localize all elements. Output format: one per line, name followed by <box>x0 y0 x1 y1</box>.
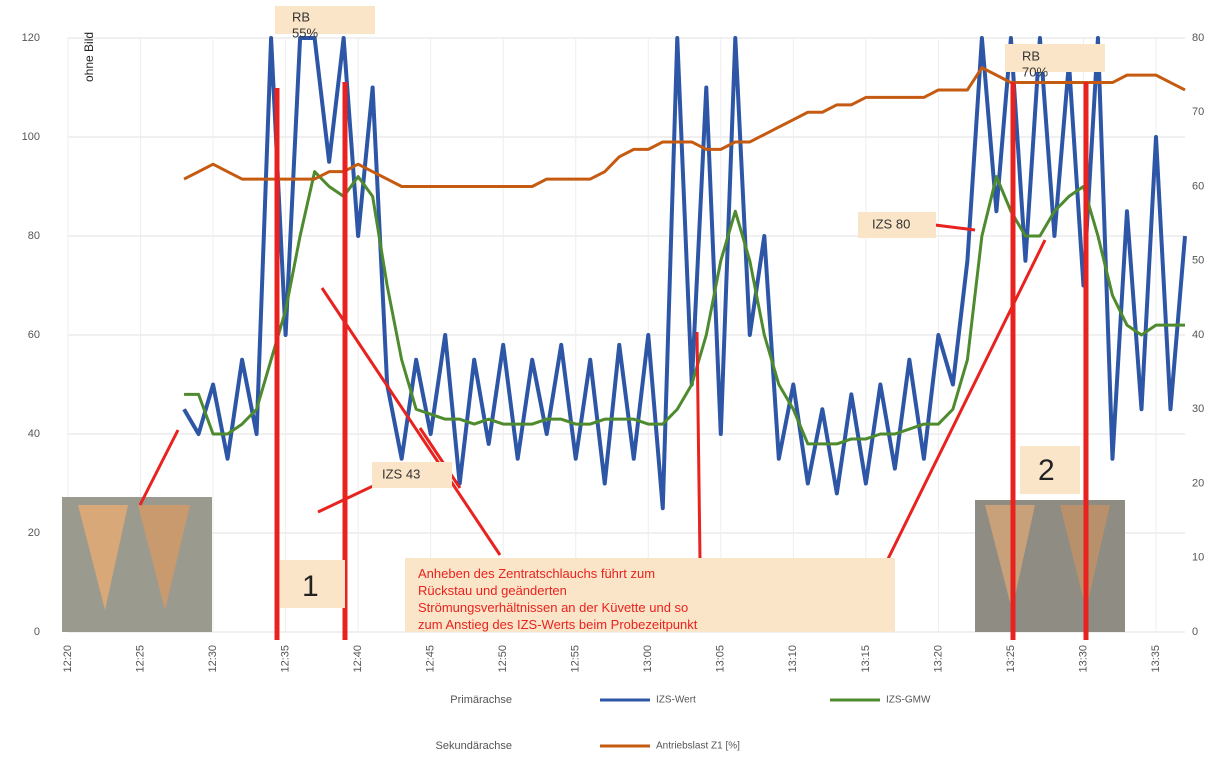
x-tick-label: 13:20 <box>932 645 944 673</box>
x-tick-label: 12:50 <box>497 645 509 673</box>
series-line <box>184 170 1185 446</box>
rb2-label: RB <box>1022 48 1040 63</box>
x-tick-label: 13:25 <box>1005 645 1017 673</box>
series-line <box>183 66 1186 188</box>
legend-group: Sekundärachse <box>436 740 512 752</box>
series-line <box>182 36 1187 511</box>
y-tick-label: 100 <box>22 131 40 143</box>
note-line: Rückstau und geänderten <box>418 583 567 598</box>
y-tick-label: 20 <box>28 527 40 539</box>
y-tick-label: 0 <box>34 626 40 638</box>
x-tick-label: 13:35 <box>1150 645 1162 673</box>
note-box <box>405 558 895 632</box>
x-tick-label: 12:20 <box>62 645 74 673</box>
rb1-box <box>275 6 375 34</box>
izs80-box <box>858 212 936 238</box>
y2-tick-label: 80 <box>1192 32 1204 44</box>
izs43-label: IZS 43 <box>382 466 420 481</box>
y2-tick-label: 10 <box>1192 552 1204 564</box>
rb1-label: RB <box>292 9 310 24</box>
photo-left <box>62 497 212 632</box>
x-tick-label: 12:30 <box>207 645 219 673</box>
x-tick-label: 12:55 <box>570 645 582 673</box>
note-line: Strömungsverhältnissen an der Küvette un… <box>418 600 688 615</box>
marker2-box <box>1020 446 1080 494</box>
rb2-value: 70% <box>1022 64 1048 79</box>
legend-group: Primärachse <box>450 694 512 706</box>
marker2: 2 <box>1038 454 1055 487</box>
y2-tick-label: 40 <box>1192 329 1204 341</box>
y2-tick-label: 70 <box>1192 106 1204 118</box>
x-tick-label: 12:35 <box>280 645 292 673</box>
legend-label: Antriebslast Z1 [%] <box>656 741 740 752</box>
x-tick-label: 12:25 <box>134 645 146 673</box>
y2-tick-label: 60 <box>1192 180 1204 192</box>
event-lines <box>274 82 1089 640</box>
y2-tick-label: 30 <box>1192 403 1204 415</box>
x-tick-label: 13:00 <box>642 645 654 673</box>
y-tick-label: 40 <box>28 428 40 440</box>
x-tick-label: 13:05 <box>715 645 727 673</box>
arrows <box>138 223 1047 566</box>
y2-tick-label: 50 <box>1192 255 1204 267</box>
note-line: Anheben des Zentratschlauchs führt zum <box>418 566 655 581</box>
rb2-box <box>1005 44 1105 72</box>
rb1-value: 55% <box>292 25 318 40</box>
x-tick-label: 12:45 <box>425 645 437 673</box>
x-tick-label: 13:15 <box>860 645 872 673</box>
x-tick-label: 13:30 <box>1077 645 1089 673</box>
y2-tick-label: 0 <box>1192 626 1198 638</box>
izs43-box <box>372 462 452 488</box>
x-tick-label: 13:10 <box>787 645 799 673</box>
note-line: zum Anstieg des IZS-Werts beim Probezeit… <box>418 617 698 632</box>
x-tick-label: 12:40 <box>352 645 364 673</box>
y2-tick-label: 20 <box>1192 477 1204 489</box>
marker1: 1 <box>302 570 319 603</box>
photo-right <box>975 500 1125 632</box>
izs80-label: IZS 80 <box>872 216 910 231</box>
marker1-box <box>280 560 345 608</box>
legend-label: IZS-Wert <box>656 695 696 706</box>
y-tick-label: 60 <box>28 329 40 341</box>
y-axis-note: ohne Bild <box>82 32 96 82</box>
legend-label: IZS-GMW <box>886 695 931 706</box>
y-tick-label: 120 <box>22 32 40 44</box>
y-tick-label: 80 <box>28 230 40 242</box>
